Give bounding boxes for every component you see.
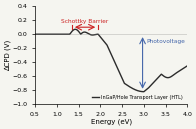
InGaP/Hole Transport Layer (HTL)	[186, 65, 188, 67]
InGaP/Hole Transport Layer (HTL)	[142, 91, 145, 92]
Legend: InGaP/Hole Transport Layer (HTL): InGaP/Hole Transport Layer (HTL)	[90, 93, 184, 102]
InGaP/Hole Transport Layer (HTL)	[34, 33, 36, 35]
InGaP/Hole Transport Layer (HTL)	[155, 78, 158, 80]
InGaP/Hole Transport Layer (HTL)	[95, 34, 98, 35]
Text: Photovoltage: Photovoltage	[146, 39, 184, 44]
InGaP/Hole Transport Layer (HTL)	[138, 90, 141, 92]
InGaP/Hole Transport Layer (HTL)	[49, 33, 52, 35]
InGaP/Hole Transport Layer (HTL)	[74, 29, 76, 30]
Line: InGaP/Hole Transport Layer (HTL): InGaP/Hole Transport Layer (HTL)	[35, 29, 187, 92]
InGaP/Hole Transport Layer (HTL)	[152, 81, 155, 83]
Text: Schottky Barrier: Schottky Barrier	[61, 19, 108, 24]
Y-axis label: ∆CPD (V): ∆CPD (V)	[4, 40, 11, 71]
InGaP/Hole Transport Layer (HTL)	[101, 38, 103, 40]
X-axis label: Energy (eV): Energy (eV)	[90, 118, 131, 125]
